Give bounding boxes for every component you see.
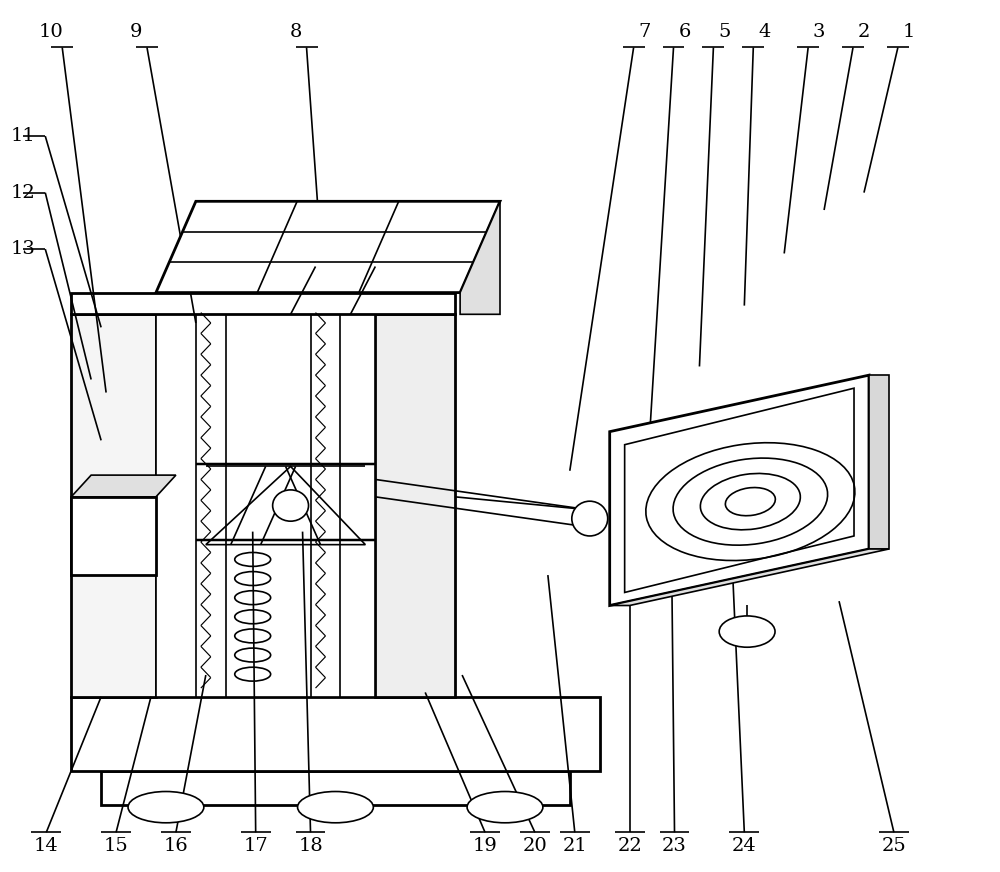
Ellipse shape — [298, 792, 373, 823]
Polygon shape — [156, 201, 500, 293]
Text: 5: 5 — [718, 23, 731, 41]
Text: 1: 1 — [903, 23, 915, 41]
Ellipse shape — [273, 490, 309, 521]
Text: 11: 11 — [11, 127, 36, 145]
Ellipse shape — [719, 616, 775, 647]
Text: 3: 3 — [813, 23, 825, 41]
Text: 7: 7 — [638, 23, 651, 41]
Polygon shape — [101, 771, 570, 806]
Text: 12: 12 — [11, 184, 36, 201]
Polygon shape — [610, 549, 889, 605]
Polygon shape — [71, 497, 156, 575]
Text: 20: 20 — [523, 837, 547, 855]
Ellipse shape — [467, 792, 543, 823]
Text: 24: 24 — [732, 837, 757, 855]
Polygon shape — [156, 314, 375, 697]
Text: 6: 6 — [678, 23, 691, 41]
Text: 21: 21 — [562, 837, 587, 855]
Ellipse shape — [128, 792, 204, 823]
Text: 22: 22 — [617, 837, 642, 855]
Text: 17: 17 — [243, 837, 268, 855]
Text: 8: 8 — [289, 23, 302, 41]
Text: 13: 13 — [11, 240, 36, 258]
Text: 14: 14 — [34, 837, 59, 855]
Text: 15: 15 — [104, 837, 128, 855]
Text: 4: 4 — [758, 23, 770, 41]
Polygon shape — [71, 475, 176, 497]
Text: 18: 18 — [298, 837, 323, 855]
Text: 19: 19 — [473, 837, 497, 855]
Polygon shape — [610, 375, 869, 605]
Text: 16: 16 — [164, 837, 188, 855]
Polygon shape — [375, 314, 455, 697]
Polygon shape — [869, 375, 889, 549]
Polygon shape — [71, 314, 156, 697]
Text: 2: 2 — [858, 23, 870, 41]
Polygon shape — [71, 697, 600, 771]
Text: 10: 10 — [39, 23, 64, 41]
Text: 23: 23 — [662, 837, 687, 855]
Ellipse shape — [572, 501, 608, 536]
Text: 25: 25 — [882, 837, 906, 855]
Text: 9: 9 — [130, 23, 142, 41]
Polygon shape — [460, 201, 500, 314]
Polygon shape — [71, 293, 455, 314]
